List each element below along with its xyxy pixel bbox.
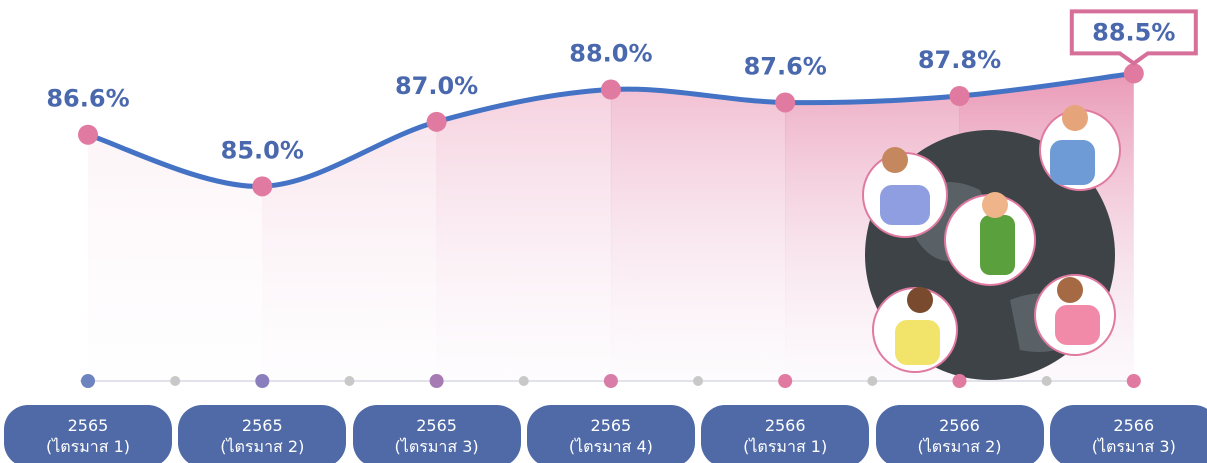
point [78,124,98,145]
value-label: 85.0% [221,136,304,164]
category-pill: 2566 (ไตรมาส 1) [701,405,870,463]
axis-dot [170,376,181,386]
value-label: 88.5% [1092,18,1175,46]
category-pill: 2565 (ไตรมาส 2) [178,405,347,463]
point [949,86,970,106]
axis-dot [603,374,618,388]
value-label: 88.0% [569,40,652,68]
category-pill: 2566 (ไตรมาส 3) [1049,405,1207,463]
value-label: 87.6% [744,52,827,80]
highlight-box [1069,9,1198,66]
point [1123,63,1144,84]
value-label: 86.6% [46,85,129,113]
axis-dot [1041,376,1052,386]
category-pill: 2565 (ไตรมาส 4) [526,405,695,463]
illustration [862,105,1121,380]
category-pill: 2565 (ไตรมาส 3) [352,405,521,463]
point [426,111,447,132]
category-pill: 2565 (ไตรมาส 1) [4,405,172,463]
point [252,176,273,197]
point [775,92,796,113]
point [600,79,621,100]
axis-dot [952,374,967,388]
area-band [610,73,786,380]
axis-dot [1126,374,1141,388]
axis-dot [429,374,444,388]
axis-dot [255,374,270,388]
axis-dot [867,376,878,386]
category-pill: 2566 (ไตรมาส 2) [875,405,1044,463]
axis-dot [693,376,704,386]
area-band [436,73,612,380]
axis-dot [81,374,95,388]
value-label: 87.0% [395,72,478,100]
axis-dot [518,376,529,386]
area-band [88,73,263,380]
axis-dot [778,374,793,388]
value-label: 87.8% [918,46,1001,74]
axis-dot [344,376,355,386]
